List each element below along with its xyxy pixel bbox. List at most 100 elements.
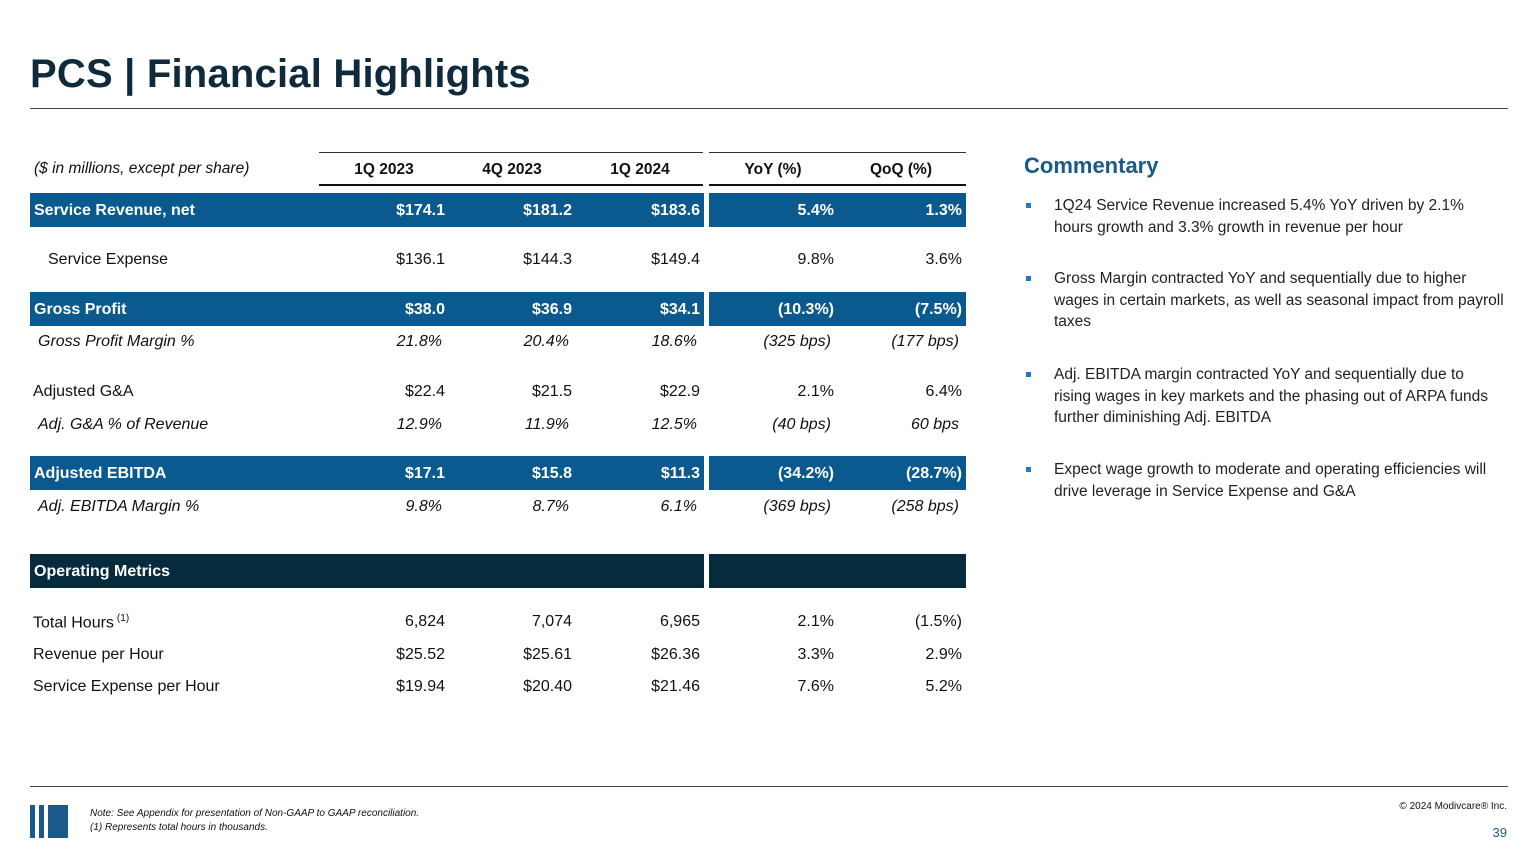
column-header-yoy: YoY (%): [744, 161, 802, 178]
footer-divider: [30, 786, 1508, 787]
row-label-adjusted-ebitda: Adjusted EBITDA: [34, 465, 167, 482]
bullet-text: Adj. EBITDA margin contracted YoY and se…: [1054, 366, 1488, 426]
row-label-total-hours: Total Hours (1): [33, 613, 129, 632]
cell: 2.1%: [797, 383, 834, 400]
cell: $181.2: [523, 202, 572, 219]
cell: $183.6: [651, 202, 700, 219]
cell: $15.8: [531, 465, 572, 482]
cell: 6,824: [404, 613, 445, 630]
row-label-service-expense: Service Expense: [48, 251, 169, 268]
cell: $17.1: [404, 465, 445, 482]
section-label-operating-metrics: Operating Metrics: [34, 563, 171, 580]
cell: $25.52: [396, 646, 445, 663]
commentary-bullet: Expect wage growth to moderate and opera…: [1024, 459, 1504, 502]
column-header-1q2023: 1Q 2023: [354, 161, 414, 178]
cell: $36.9: [531, 301, 572, 318]
title-divider: [30, 108, 1508, 109]
cell: (7.5%): [914, 301, 962, 318]
cell: 21.8%: [396, 333, 442, 350]
commentary-title: Commentary: [1024, 153, 1159, 178]
row-label-gross-profit: Gross Profit: [34, 301, 127, 318]
cell: 8.7%: [532, 498, 569, 515]
bullet-text: Gross Margin contracted YoY and sequenti…: [1054, 270, 1504, 330]
cell: (369 bps): [763, 498, 831, 515]
column-header-1q2024: 1Q 2024: [610, 161, 670, 178]
row-band-right: [709, 193, 966, 227]
commentary-bullet: Gross Margin contracted YoY and sequenti…: [1024, 268, 1504, 333]
cell: (325 bps): [763, 333, 831, 350]
section-band-left: [30, 554, 704, 588]
column-header-4q2023: 4Q 2023: [482, 161, 542, 178]
cell: 12.5%: [651, 416, 697, 433]
cell: 5.2%: [925, 678, 962, 695]
cell: 6.1%: [660, 498, 697, 515]
footnote-nongaap: Note: See Appendix for presentation of N…: [90, 808, 420, 819]
bullet-marker: [1026, 203, 1031, 208]
cell: $136.1: [396, 251, 445, 268]
bullet-marker: [1026, 372, 1031, 377]
cell: 6,965: [659, 613, 700, 630]
cell: 3.3%: [797, 646, 834, 663]
cell: $11.3: [660, 465, 700, 482]
cell: (177 bps): [891, 333, 959, 350]
cell: $38.0: [404, 301, 445, 318]
cell: $26.36: [651, 646, 700, 663]
header-rule-left-top: [319, 152, 703, 153]
cell: 1.3%: [925, 202, 962, 219]
header-rule-right-top: [709, 152, 966, 153]
cell: $144.3: [523, 251, 572, 268]
row-label-adj-ebitda-margin: Adj. EBITDA Margin %: [38, 498, 200, 515]
header-rule-right-bottom: [709, 184, 966, 186]
cell: 20.4%: [523, 333, 569, 350]
cell: $20.40: [523, 678, 572, 695]
row-label-revenue-per-hour: Revenue per Hour: [33, 646, 164, 663]
row-label-text: Total Hours: [33, 614, 114, 632]
cell: $22.4: [404, 383, 445, 400]
row-band-left: [30, 193, 704, 227]
footnote-hours: (1) Represents total hours in thousands.: [90, 822, 268, 833]
cell: 9.8%: [797, 251, 834, 268]
cell: 2.9%: [925, 646, 962, 663]
cell: (258 bps): [891, 498, 959, 515]
row-label-adjusted-ga: Adjusted G&A: [33, 383, 134, 400]
cell: $25.61: [523, 646, 572, 663]
column-header-qoq: QoQ (%): [870, 161, 932, 178]
cell: 11.9%: [524, 416, 569, 433]
cell: 3.6%: [925, 251, 962, 268]
commentary-bullet: 1Q24 Service Revenue increased 5.4% YoY …: [1024, 195, 1504, 238]
row-label-gross-profit-margin: Gross Profit Margin %: [38, 333, 195, 350]
row-band-right: [709, 456, 966, 490]
cell: 60 bps: [910, 416, 959, 433]
cell: 6.4%: [925, 383, 962, 400]
page-title: PCS | Financial Highlights: [30, 52, 531, 96]
cell: (28.7%): [905, 465, 962, 482]
row-band-right: [709, 292, 966, 326]
table-header-label: ($ in millions, except per share): [34, 160, 250, 177]
cell: $34.1: [659, 301, 700, 318]
cell: $21.5: [531, 383, 572, 400]
cell: 5.4%: [797, 202, 834, 219]
cell: $22.9: [659, 383, 700, 400]
header-rule-left-bottom: [319, 184, 703, 186]
row-label-adj-ga-pct: Adj. G&A % of Revenue: [38, 416, 209, 433]
bullet-marker: [1026, 276, 1031, 281]
cell: $21.46: [651, 678, 700, 695]
cell: $174.1: [396, 202, 445, 219]
cell: 7,074: [531, 613, 572, 630]
cell: 18.6%: [651, 333, 697, 350]
row-band-left: [30, 456, 704, 490]
cell: 2.1%: [797, 613, 834, 630]
row-band-left: [30, 292, 704, 326]
cell: $19.94: [396, 678, 445, 695]
bullet-text: Expect wage growth to moderate and opera…: [1054, 461, 1487, 500]
row-label-service-revenue: Service Revenue, net: [34, 202, 195, 219]
cell: 12.9%: [396, 416, 442, 433]
cell: $149.4: [651, 251, 700, 268]
bullet-text: 1Q24 Service Revenue increased 5.4% YoY …: [1054, 197, 1464, 236]
commentary-bullet: Adj. EBITDA margin contracted YoY and se…: [1024, 364, 1504, 429]
section-band-right: [709, 554, 966, 588]
cell: (34.2%): [777, 465, 834, 482]
cell: (1.5%): [914, 613, 962, 630]
page-number: 39: [1492, 825, 1507, 840]
company-logo: [30, 805, 68, 838]
